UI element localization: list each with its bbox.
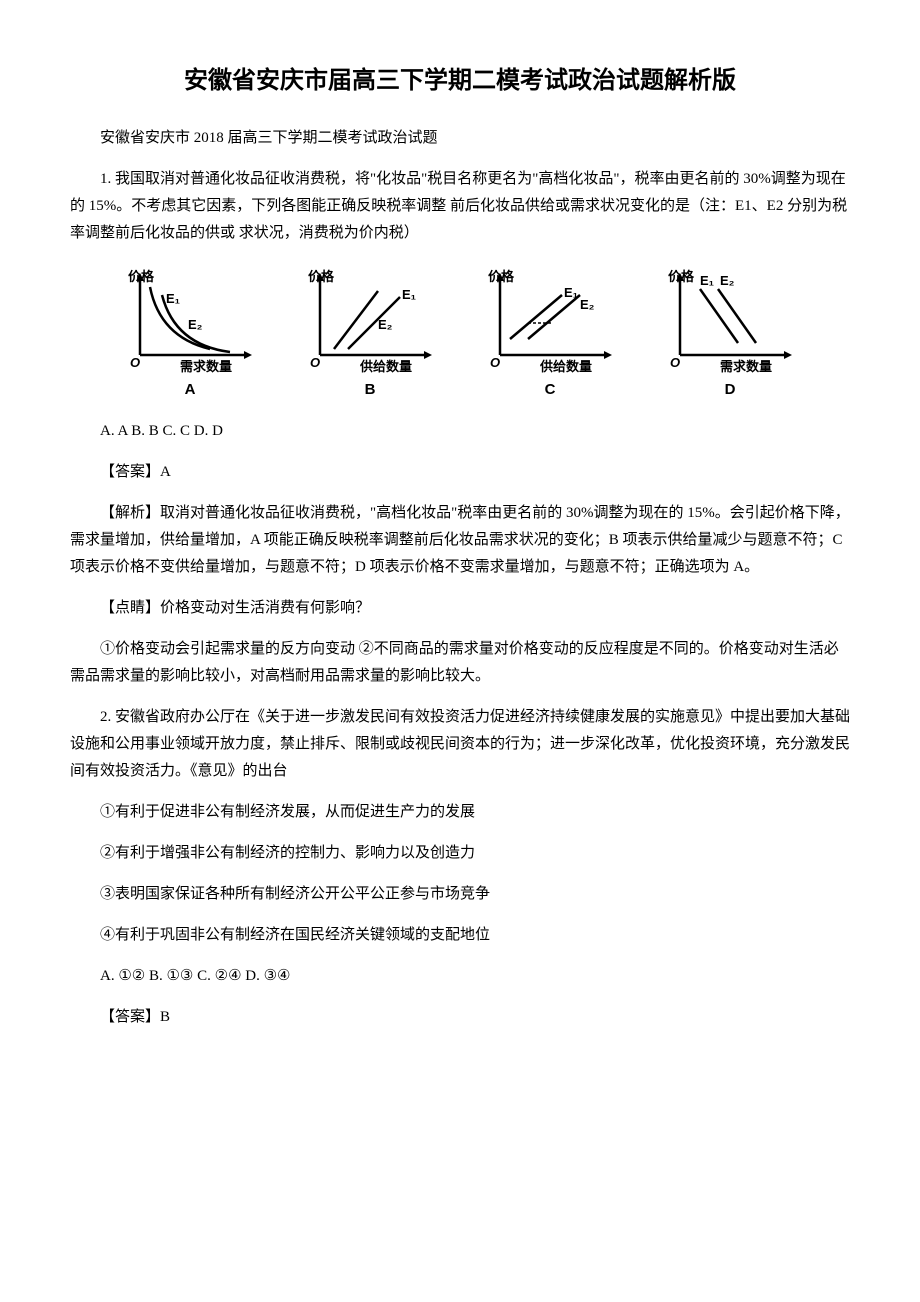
- q2-answer: 【答案】B: [70, 1004, 850, 1031]
- q1-options: A. A B. B C. C D. D: [70, 418, 850, 445]
- page-title: 安徽省安庆市届高三下学期二模考试政治试题解析版: [70, 60, 850, 95]
- chart-A-svg: 价格 E₁ E₂ O 需求数量: [120, 267, 260, 377]
- q2-s4: ④有利于巩固非公有制经济在国民经济关键领域的支配地位: [70, 922, 850, 949]
- chart-B-label: B: [365, 381, 376, 398]
- subtitle: 安徽省安庆市 2018 届高三下学期二模考试政治试题: [70, 125, 850, 152]
- origin-label: O: [310, 355, 320, 370]
- chart-C-label: C: [545, 381, 556, 398]
- chart-D-svg: 价格 E₁ E₂ O 需求数量: [660, 267, 800, 377]
- e1-label: E₁: [402, 287, 416, 302]
- e2-label: E₂: [720, 273, 735, 288]
- x-label: 需求数量: [180, 359, 232, 374]
- q2-stem: 2. 安徽省政府办公厅在《关于进一步激发民间有效投资活力促进经济持续健康发展的实…: [70, 704, 850, 785]
- e1-label: E₁: [700, 273, 714, 288]
- chart-B-svg: 价格 E₁ E₂ O 供给数量: [300, 267, 440, 377]
- chart-D-label: D: [725, 381, 736, 398]
- e2-label: E₂: [378, 317, 393, 332]
- chart-A-label: A: [185, 381, 196, 398]
- q1-tip: 【点睛】价格变动对生活消费有何影响？: [70, 595, 850, 622]
- e1-label: E₁: [564, 285, 578, 300]
- y-label: 价格: [668, 269, 695, 284]
- y-label: 价格: [308, 269, 335, 284]
- chart-A: 价格 E₁ E₂ O 需求数量 A: [120, 267, 260, 398]
- origin-label: O: [490, 355, 500, 370]
- chart-C-svg: 价格 E₁ E₂ O 供给数量: [480, 267, 620, 377]
- q2-s2: ②有利于增强非公有制经济的控制力、影响力以及创造力: [70, 840, 850, 867]
- q1-stem: 1. 我国取消对普通化妆品征收消费税，将"化妆品"税目名称更名为"高档化妆品"，…: [70, 166, 850, 247]
- chart-C: 价格 E₁ E₂ O 供给数量 C: [480, 267, 620, 398]
- chart-D: 价格 E₁ E₂ O 需求数量 D: [660, 267, 800, 398]
- q2-s1: ①有利于促进非公有制经济发展，从而促进生产力的发展: [70, 799, 850, 826]
- origin-label: O: [670, 355, 680, 370]
- e2-label: E₂: [188, 317, 203, 332]
- q1-analysis: 【解析】取消对普通化妆品征收消费税，"高档化妆品"税率由更名前的 30%调整为现…: [70, 500, 850, 581]
- x-label: 需求数量: [720, 359, 772, 374]
- y-label: 价格: [128, 269, 155, 284]
- e2-label: E₂: [580, 297, 595, 312]
- x-label: 供给数量: [359, 359, 412, 374]
- q2-options: A. ①② B. ①③ C. ②④ D. ③④: [70, 963, 850, 990]
- q2-s3: ③表明国家保证各种所有制经济公开公平公正参与市场竞争: [70, 881, 850, 908]
- q1-answer: 【答案】A: [70, 459, 850, 486]
- chart-B: 价格 E₁ E₂ O 供给数量 B: [300, 267, 440, 398]
- chart-row: 价格 E₁ E₂ O 需求数量 A 价格 E₁ E₂ O 供给数量 B: [70, 267, 850, 398]
- origin-label: O: [130, 355, 140, 370]
- y-label: 价格: [488, 269, 515, 284]
- e1-label: E₁: [166, 291, 180, 306]
- x-label: 供给数量: [539, 359, 592, 374]
- q1-tip-detail: ①价格变动会引起需求量的反方向变动 ②不同商品的需求量对价格变动的反应程度是不同…: [70, 636, 850, 690]
